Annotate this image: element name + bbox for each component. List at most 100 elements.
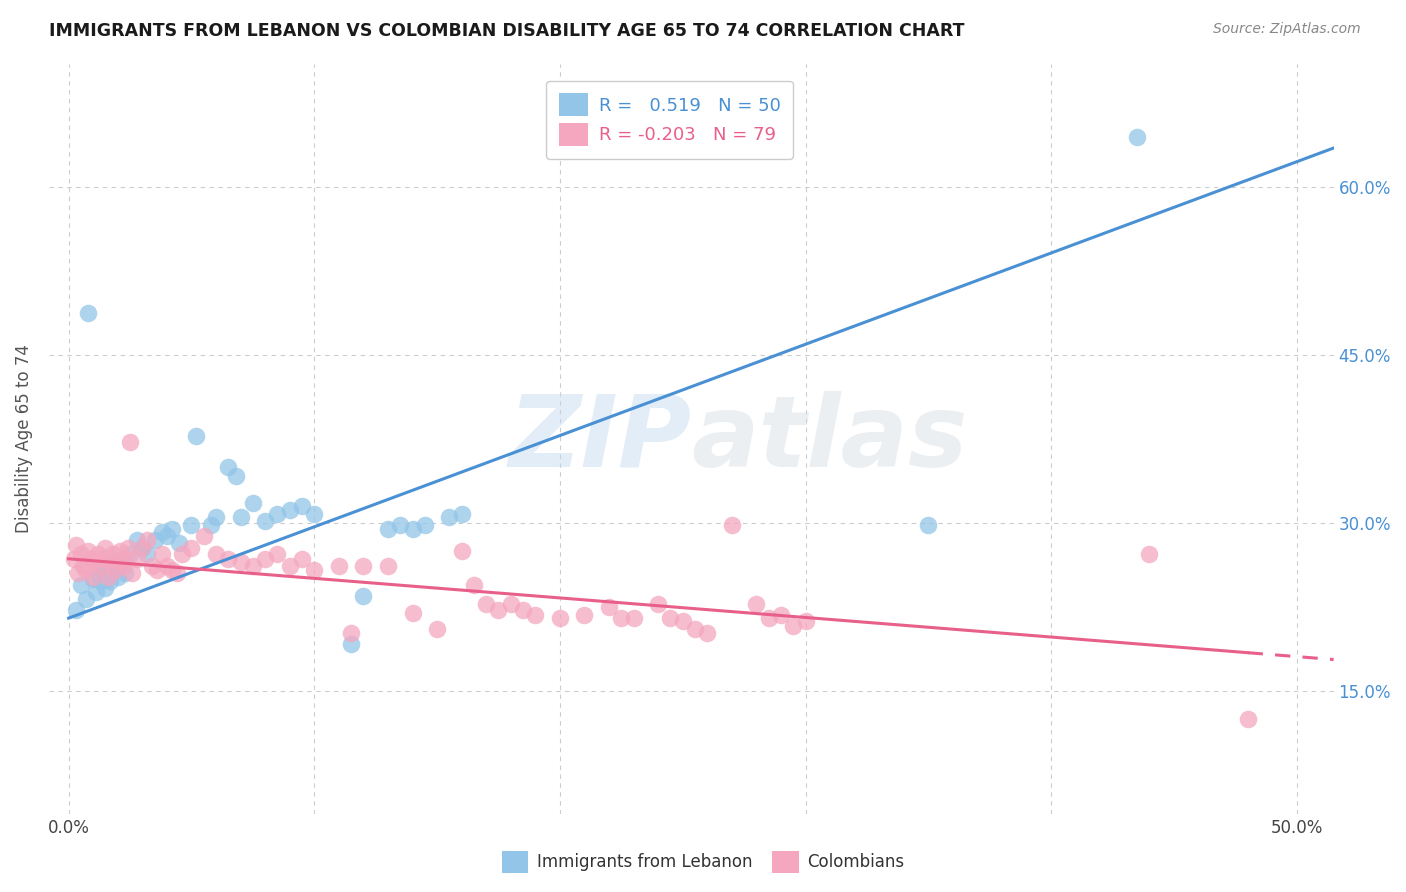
- Point: [278, 558, 301, 573]
- Point: [104, 563, 127, 577]
- Point: [217, 551, 239, 566]
- Point: [328, 558, 350, 573]
- Point: [84, 585, 107, 599]
- Point: [672, 615, 695, 629]
- Point: [97, 566, 120, 581]
- Point: [150, 524, 173, 539]
- Point: [200, 518, 222, 533]
- Point: [389, 518, 412, 533]
- Point: [782, 619, 804, 633]
- Point: [1236, 712, 1258, 726]
- Point: [683, 623, 706, 637]
- Point: [352, 589, 374, 603]
- Text: atlas: atlas: [692, 391, 967, 488]
- Point: [721, 518, 744, 533]
- Point: [114, 566, 136, 581]
- Point: [156, 558, 179, 573]
- Point: [111, 551, 134, 566]
- Point: [166, 566, 188, 581]
- Point: [574, 607, 596, 622]
- Point: [180, 518, 202, 533]
- Point: [352, 558, 374, 573]
- Point: [82, 572, 104, 586]
- Point: [254, 514, 277, 528]
- Point: [90, 574, 112, 589]
- Point: [794, 615, 817, 629]
- Point: [100, 574, 122, 589]
- Point: [127, 551, 149, 566]
- Point: [229, 555, 252, 569]
- Point: [80, 551, 103, 566]
- Point: [117, 541, 139, 555]
- Point: [87, 566, 110, 581]
- Point: [524, 607, 547, 622]
- Point: [90, 558, 112, 573]
- Point: [101, 555, 124, 569]
- Point: [160, 563, 183, 577]
- Point: [94, 541, 117, 555]
- Point: [97, 570, 120, 584]
- Point: [143, 533, 166, 547]
- Point: [659, 611, 682, 625]
- Point: [141, 558, 163, 573]
- Point: [304, 507, 326, 521]
- Point: [1139, 547, 1161, 561]
- Point: [82, 570, 104, 584]
- Point: [242, 496, 264, 510]
- Point: [340, 637, 363, 651]
- Point: [217, 460, 239, 475]
- Legend: R =   0.519   N = 50, R = -0.203   N = 79: R = 0.519 N = 50, R = -0.203 N = 79: [546, 80, 793, 159]
- Point: [180, 541, 202, 555]
- Point: [463, 577, 485, 591]
- Point: [65, 538, 87, 552]
- Point: [114, 551, 136, 566]
- Point: [205, 547, 228, 561]
- Point: [84, 555, 107, 569]
- Point: [75, 592, 97, 607]
- Point: [291, 551, 314, 566]
- Point: [94, 581, 117, 595]
- Point: [131, 541, 153, 555]
- Point: [150, 547, 173, 561]
- Point: [254, 551, 277, 566]
- Point: [647, 597, 669, 611]
- Legend: Immigrants from Lebanon, Colombians: Immigrants from Lebanon, Colombians: [495, 845, 911, 880]
- Point: [167, 536, 190, 550]
- Text: Source: ZipAtlas.com: Source: ZipAtlas.com: [1213, 22, 1361, 37]
- Point: [186, 428, 208, 442]
- Point: [278, 502, 301, 516]
- Point: [377, 522, 399, 536]
- Point: [67, 566, 90, 581]
- Y-axis label: Disability Age 65 to 74: Disability Age 65 to 74: [15, 344, 32, 533]
- Point: [118, 435, 141, 450]
- Point: [242, 558, 264, 573]
- Point: [475, 597, 498, 611]
- Text: IMMIGRANTS FROM LEBANON VS COLOMBIAN DISABILITY AGE 65 TO 74 CORRELATION CHART: IMMIGRANTS FROM LEBANON VS COLOMBIAN DIS…: [49, 22, 965, 40]
- Point: [91, 551, 114, 566]
- Point: [413, 518, 436, 533]
- Point: [450, 544, 472, 558]
- Point: [304, 563, 326, 577]
- Point: [1360, 681, 1382, 696]
- Point: [91, 560, 114, 574]
- Point: [266, 507, 288, 521]
- Point: [917, 518, 939, 533]
- Point: [108, 558, 131, 573]
- Point: [136, 547, 159, 561]
- Point: [439, 510, 461, 524]
- Point: [377, 558, 399, 573]
- Point: [101, 547, 124, 561]
- Point: [426, 623, 449, 637]
- Point: [450, 507, 472, 521]
- Point: [488, 603, 510, 617]
- Point: [62, 551, 84, 566]
- Point: [136, 533, 159, 547]
- Point: [104, 563, 127, 577]
- Point: [75, 563, 97, 577]
- Point: [70, 547, 93, 561]
- Point: [401, 606, 423, 620]
- Point: [111, 558, 134, 573]
- Point: [499, 597, 522, 611]
- Point: [291, 499, 314, 513]
- Point: [70, 577, 93, 591]
